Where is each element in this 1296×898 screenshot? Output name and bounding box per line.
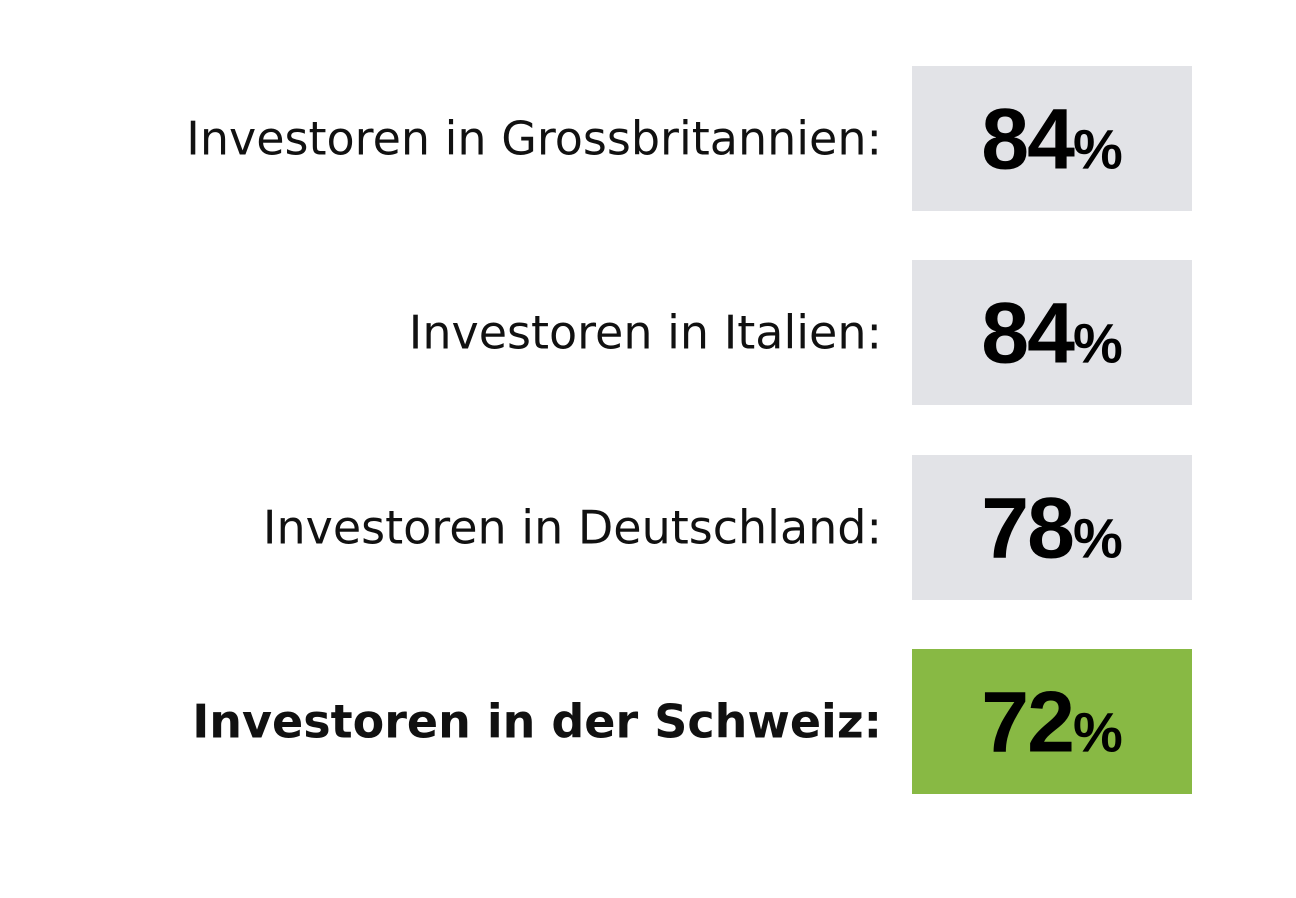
value-unit: % [1073,701,1123,764]
value-box [912,260,1192,405]
value-number: 84 [981,286,1075,382]
value-unit: % [1073,312,1123,375]
value-text: 72% [981,675,1122,771]
value-text: 84% [981,286,1122,382]
value-number: 78 [981,481,1073,577]
row-label: Investoren in Deutschland: [263,501,882,555]
value-text: 78% [981,481,1122,577]
value-box [912,455,1192,600]
row-label: Investoren in Grossbritannien: [186,112,882,166]
value-box [912,649,1192,794]
row-label: Investoren in Italien: [409,306,882,360]
value-unit: % [1073,118,1123,181]
value-text: 84% [981,92,1122,188]
value-number: 72 [981,675,1073,771]
value-box [912,66,1192,211]
value-unit: % [1073,507,1123,570]
row-label: Investoren in der Schweiz: [192,695,882,749]
value-number: 84 [981,92,1075,188]
